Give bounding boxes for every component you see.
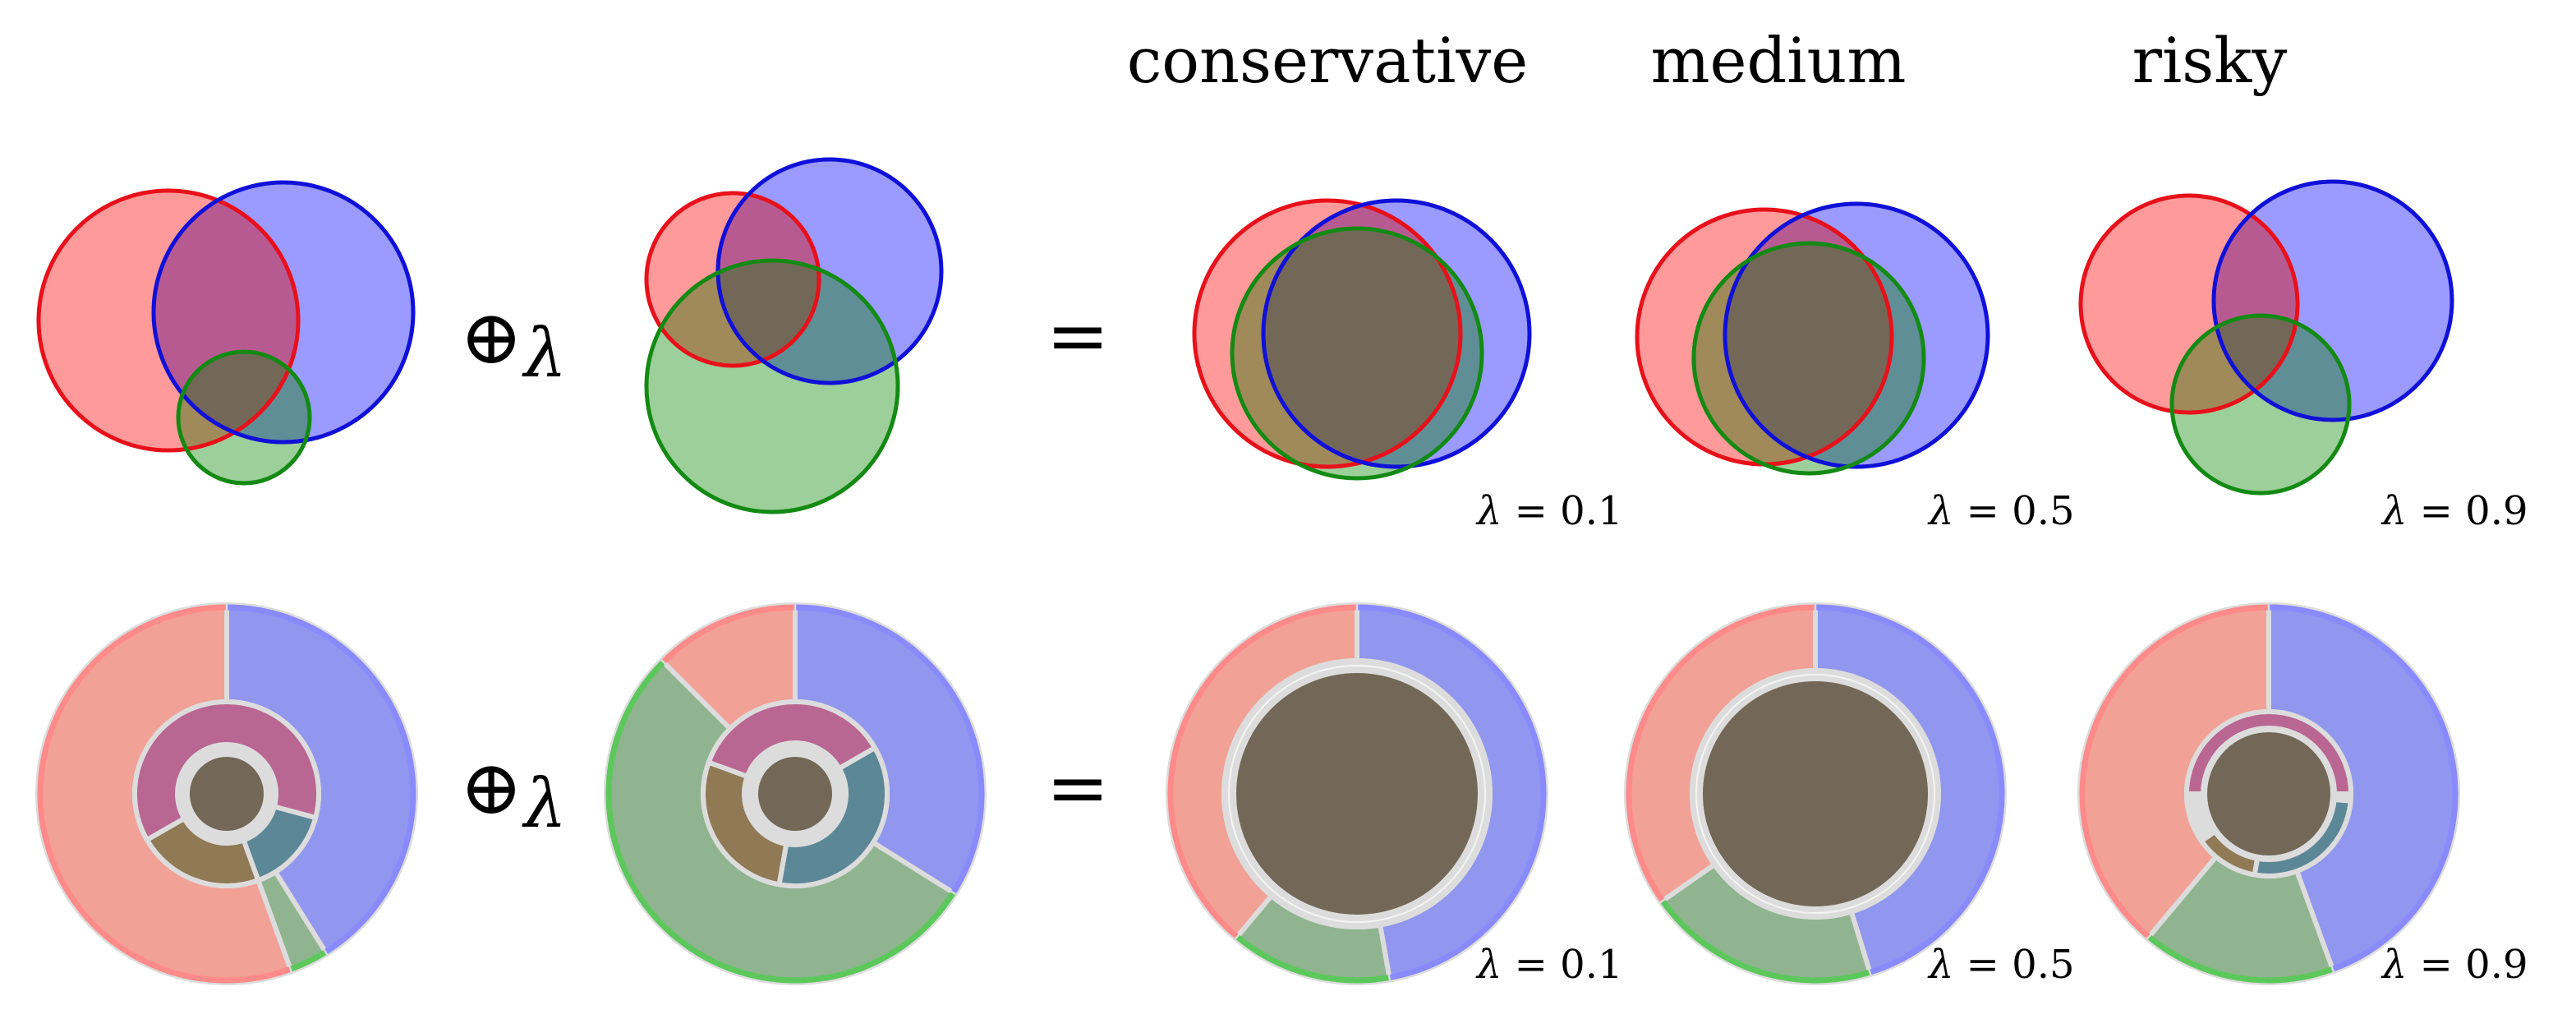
header-risky: risky [2132, 24, 2288, 97]
ring-result-conservative [1166, 602, 1549, 985]
lambda-subscript-top: λ [522, 315, 567, 393]
header-medium: medium [1650, 24, 1906, 97]
venn-result-risky [2078, 179, 2454, 496]
oplus-operator-top: ⊕ [459, 293, 522, 381]
venn-result-medium [1635, 201, 1990, 476]
venn-result-conservative [1192, 198, 1532, 481]
header-conservative: conservative [1127, 24, 1529, 97]
lambda-label-bottom-medium: λ = 0.5 [1927, 942, 2075, 988]
ring-input-2 [604, 602, 987, 985]
ring-result-medium [1624, 602, 2007, 985]
lambda-label-bottom-conservative: λ = 0.1 [1475, 942, 1623, 988]
oplus-operator-bottom: ⊕ [459, 744, 522, 832]
lambda-label-bottom-risky: λ = 0.9 [2380, 942, 2528, 988]
ring-input-1 [35, 602, 418, 985]
equals-operator-bottom: = [1046, 744, 1109, 832]
lambda-label-top-risky: λ = 0.9 [2380, 488, 2528, 534]
lambda-label-top-medium: λ = 0.5 [1927, 488, 2075, 534]
lambda-subscript-bottom: λ [522, 765, 567, 843]
ring-result-risky [2077, 602, 2460, 985]
venn-input-2 [644, 157, 944, 514]
venn-input-1 [36, 180, 416, 486]
lambda-label-top-conservative: λ = 0.1 [1475, 488, 1623, 534]
equals-operator-top: = [1046, 292, 1109, 380]
